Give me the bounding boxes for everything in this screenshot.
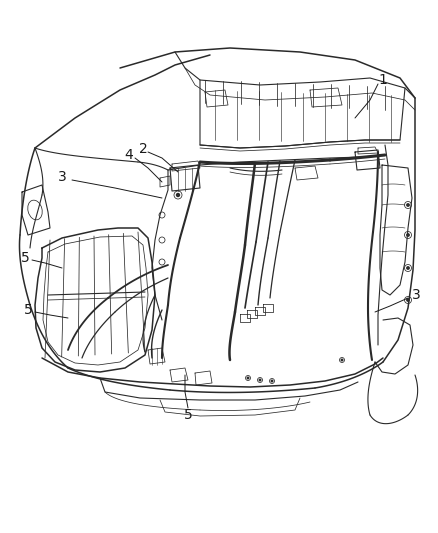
Circle shape (247, 377, 248, 379)
Text: 3: 3 (57, 170, 66, 184)
Text: 5: 5 (21, 251, 29, 265)
Circle shape (258, 379, 260, 381)
Circle shape (406, 204, 408, 206)
Circle shape (406, 234, 408, 236)
Text: 3: 3 (411, 288, 420, 302)
Text: 1: 1 (378, 73, 387, 87)
Circle shape (176, 193, 179, 197)
Text: 5: 5 (24, 303, 32, 317)
Text: 4: 4 (124, 148, 133, 162)
Circle shape (406, 267, 408, 269)
Text: 5: 5 (183, 408, 192, 422)
Circle shape (406, 299, 408, 301)
Circle shape (340, 359, 342, 361)
Circle shape (271, 380, 272, 382)
Text: 2: 2 (138, 142, 147, 156)
